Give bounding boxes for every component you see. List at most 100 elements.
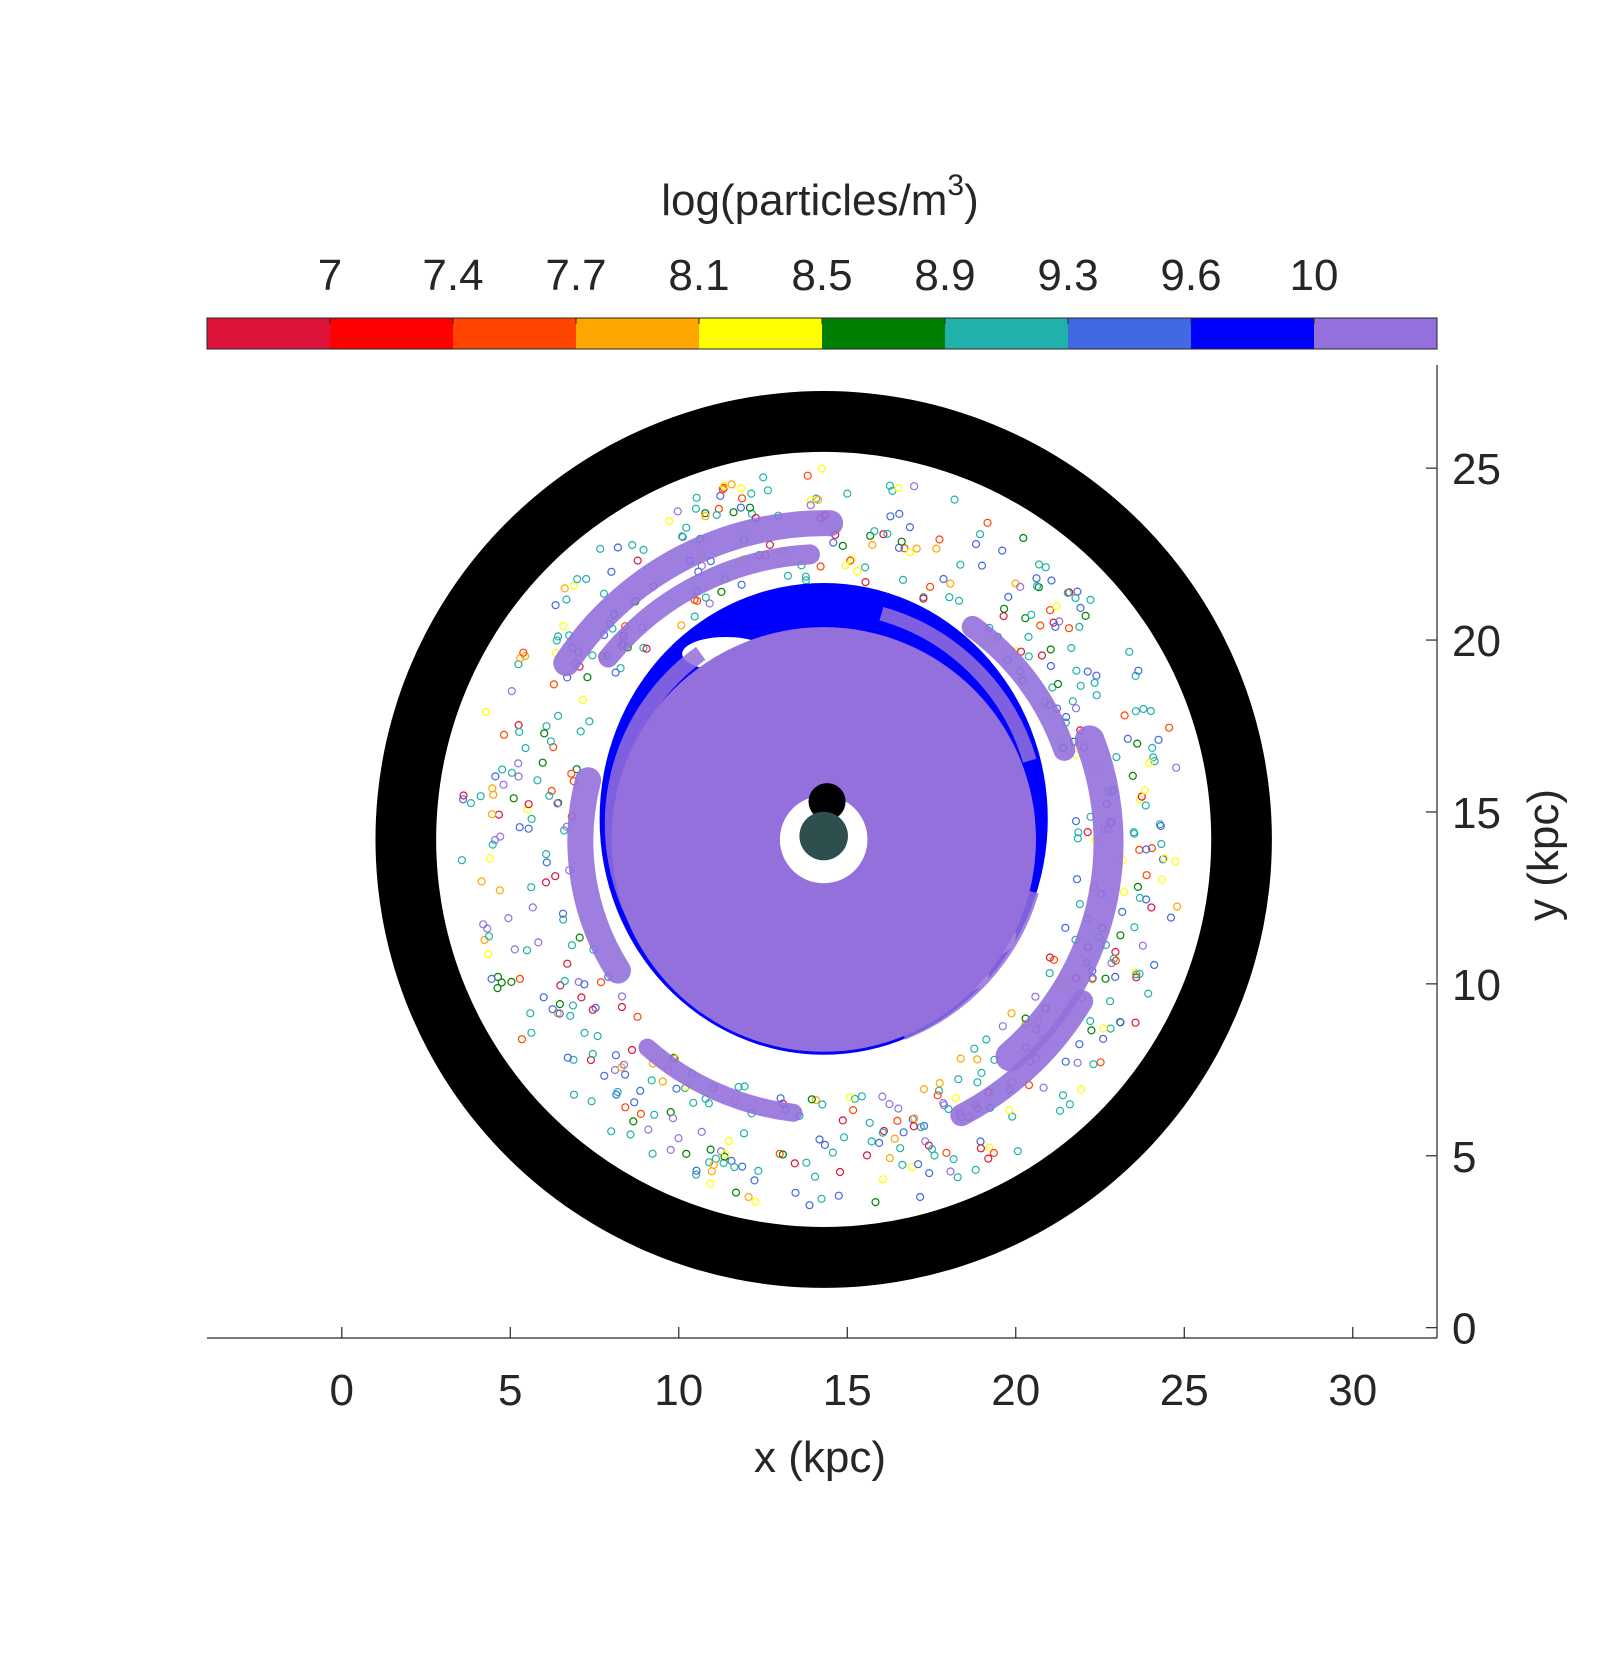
particle [569, 581, 578, 590]
particle [790, 1159, 799, 1168]
particle [846, 556, 855, 565]
particle [754, 1166, 763, 1176]
particle [575, 933, 584, 942]
particle [580, 980, 589, 989]
particle [1049, 955, 1059, 965]
particle [692, 1166, 701, 1175]
axes: 0 5 10 15 20 25 30 0 5 10 15 20 25 [207, 365, 1501, 1415]
particle [556, 981, 565, 990]
particle [1037, 651, 1047, 660]
particle [682, 523, 691, 532]
particle [1045, 953, 1055, 962]
particle [1096, 1058, 1105, 1067]
particle [802, 1158, 811, 1167]
particle [883, 529, 892, 538]
particle [1142, 871, 1151, 880]
particle [727, 480, 736, 489]
particle [950, 495, 959, 504]
particle [736, 484, 746, 493]
colorbar-segment [1191, 318, 1315, 349]
particle [563, 1053, 572, 1062]
particle [578, 695, 587, 705]
particle [580, 1028, 589, 1038]
particle [878, 1128, 887, 1137]
particle [1105, 997, 1115, 1006]
particle [1129, 828, 1138, 837]
particle [1144, 758, 1154, 768]
colorbar-segment [1314, 318, 1438, 349]
particle [547, 786, 556, 796]
particle [709, 1160, 718, 1170]
particle [740, 1082, 749, 1091]
particle [1158, 855, 1168, 864]
particle [620, 1070, 630, 1079]
particle [953, 1173, 962, 1182]
particle [946, 579, 955, 588]
particle [630, 1098, 639, 1107]
particle [895, 509, 904, 519]
particle [739, 1129, 749, 1138]
particle [507, 768, 516, 777]
particle [1112, 752, 1121, 762]
particle [776, 1094, 785, 1103]
particle [611, 1051, 621, 1060]
particle [566, 1011, 575, 1021]
particle [666, 1145, 675, 1155]
particle [551, 600, 560, 610]
x-tick-label: 15 [823, 1366, 872, 1415]
particle [1135, 845, 1144, 855]
particle [479, 920, 488, 929]
colorbar-segment [453, 318, 577, 349]
particle [850, 1094, 860, 1104]
particle [541, 849, 551, 859]
colorbar-segment [699, 318, 823, 349]
particle [1076, 681, 1085, 690]
particle [539, 993, 548, 1002]
particle [939, 574, 948, 584]
particle [1148, 743, 1157, 753]
particle [744, 1192, 753, 1202]
particle [559, 915, 568, 924]
particle [894, 1104, 903, 1113]
particle [494, 810, 503, 819]
colorbar-tick-label: 8.9 [914, 251, 975, 300]
particle [1172, 902, 1182, 911]
particle [533, 776, 542, 785]
particle [935, 535, 944, 544]
particle [668, 1114, 678, 1123]
particle [514, 772, 523, 781]
particle [588, 1005, 597, 1014]
particle [998, 546, 1007, 555]
particle [971, 539, 981, 549]
particle [519, 648, 528, 657]
particle [689, 1098, 698, 1107]
particle [562, 595, 571, 604]
particle [812, 494, 821, 503]
particle [971, 1165, 980, 1175]
particle [459, 791, 468, 800]
particle [616, 664, 625, 673]
particle [576, 727, 585, 736]
particle [834, 1191, 843, 1200]
particle [1116, 1018, 1125, 1027]
x-tick-label: 20 [991, 1366, 1040, 1415]
particle [559, 621, 568, 631]
particle [1149, 753, 1158, 762]
particle [909, 1122, 918, 1131]
x-axis-label: x (kpc) [754, 1433, 886, 1482]
particle [1024, 652, 1033, 661]
particle [457, 856, 466, 865]
particle [1032, 582, 1042, 591]
particle [706, 1145, 715, 1154]
particle [973, 1055, 982, 1064]
colorbar-label: log(particles/m3) [661, 169, 978, 225]
particle [650, 1110, 659, 1119]
colorbar-tick-label: 8.5 [791, 251, 852, 300]
particle [737, 580, 746, 589]
particle [488, 840, 497, 849]
particle [1133, 739, 1142, 748]
particle [1090, 678, 1099, 687]
particle [621, 1103, 630, 1112]
particle [942, 1148, 951, 1157]
particle [778, 1150, 788, 1159]
